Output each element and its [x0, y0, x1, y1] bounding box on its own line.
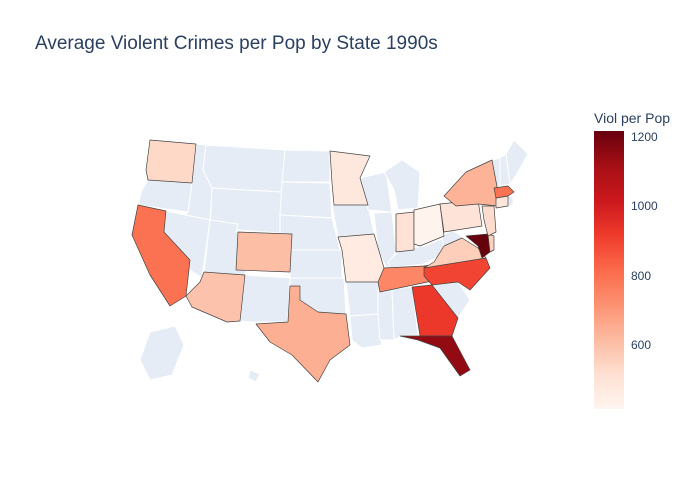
state-ga[interactable]: [411, 284, 459, 337]
state-ar[interactable]: [345, 281, 381, 317]
colorbar-tick-label: 1000: [631, 199, 658, 214]
state-az[interactable]: [185, 271, 246, 323]
state-sd[interactable]: [279, 181, 333, 219]
state-hi[interactable]: [247, 369, 261, 383]
state-tx[interactable]: [255, 285, 351, 383]
state-fl[interactable]: [399, 335, 471, 377]
colorbar-title: Viol per Pop: [594, 110, 671, 126]
state-de[interactable]: [487, 233, 495, 253]
colorbar-tick-label: 800: [631, 268, 652, 283]
state-la[interactable]: [349, 313, 383, 349]
state-nd[interactable]: [281, 149, 331, 183]
state-ma[interactable]: [493, 185, 515, 199]
state-oh[interactable]: [413, 203, 445, 247]
state-ny[interactable]: [443, 159, 499, 207]
state-mt[interactable]: [202, 144, 286, 193]
chart-title: Average Violent Crimes per Pop by State …: [35, 33, 438, 54]
state-wa[interactable]: [145, 139, 197, 184]
state-nj[interactable]: [481, 205, 497, 237]
state-me[interactable]: [505, 139, 529, 185]
state-in[interactable]: [395, 211, 415, 253]
colorbar: [594, 131, 624, 409]
state-co[interactable]: [235, 231, 293, 273]
states-layer: [131, 139, 529, 383]
state-va[interactable]: [423, 237, 487, 269]
state-nm[interactable]: [239, 274, 291, 323]
state-mi[interactable]: [383, 159, 421, 211]
state-md[interactable]: [465, 233, 491, 259]
state-ri[interactable]: [507, 195, 514, 207]
state-mn[interactable]: [329, 150, 371, 206]
state-ak[interactable]: [139, 325, 185, 381]
state-al[interactable]: [391, 286, 419, 341]
colorbar-tick-label: 600: [631, 338, 652, 353]
state-nc[interactable]: [423, 257, 491, 291]
state-ms[interactable]: [377, 288, 395, 341]
state-ks[interactable]: [289, 249, 343, 279]
colorbar-tick-label: 1200: [631, 129, 658, 144]
